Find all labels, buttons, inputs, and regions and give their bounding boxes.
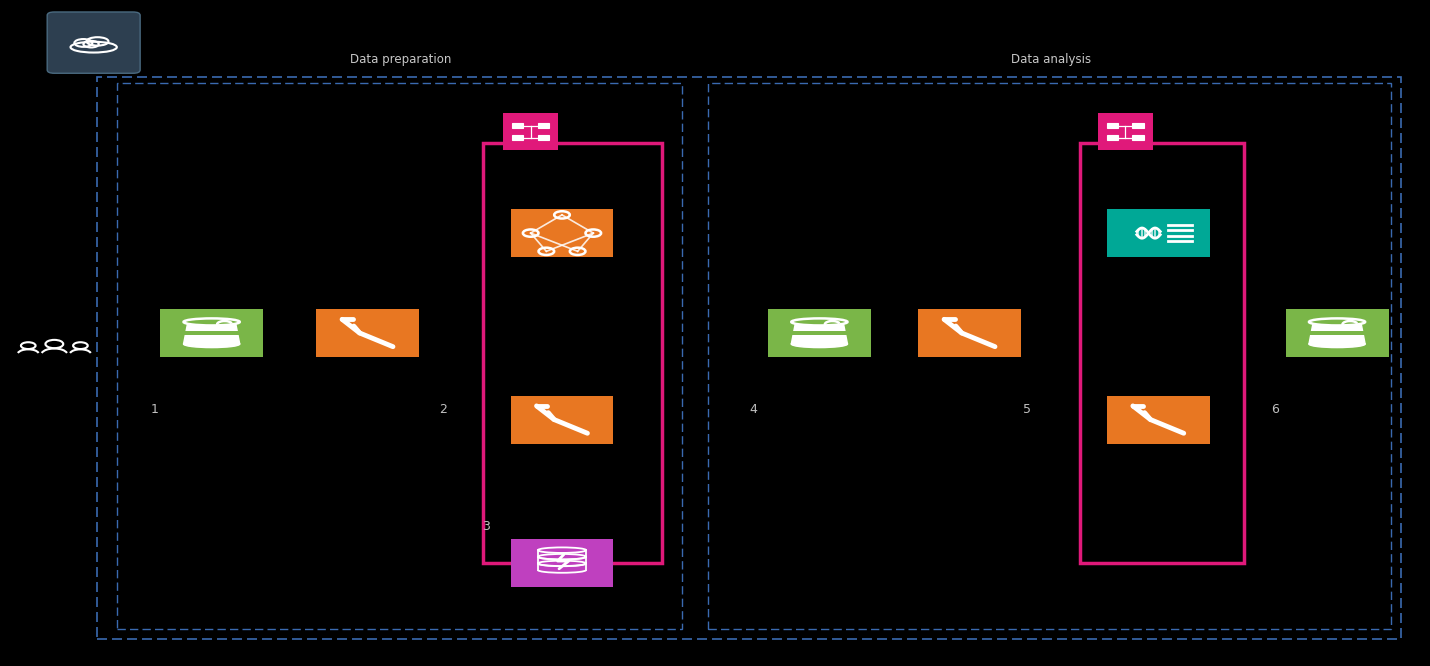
Ellipse shape [183, 318, 240, 326]
Ellipse shape [183, 340, 240, 348]
Bar [1133, 123, 1144, 129]
Bar [512, 135, 523, 141]
Bar [538, 123, 549, 129]
Text: 3: 3 [482, 519, 490, 533]
Polygon shape [183, 322, 240, 344]
Bar [1107, 135, 1118, 141]
Bar [1107, 396, 1210, 444]
Bar [1107, 123, 1118, 129]
Text: Data analysis: Data analysis [1011, 53, 1091, 67]
Bar [117, 83, 682, 629]
Bar [511, 209, 613, 257]
Bar [768, 309, 871, 357]
Bar [512, 123, 523, 129]
Bar [503, 113, 558, 150]
Text: 1: 1 [150, 403, 159, 416]
Ellipse shape [1308, 340, 1366, 348]
FancyBboxPatch shape [47, 12, 140, 73]
Polygon shape [1308, 322, 1366, 344]
Bar [791, 332, 848, 334]
Ellipse shape [1308, 318, 1366, 326]
Bar [483, 143, 662, 563]
Bar [918, 309, 1021, 357]
Bar [1098, 113, 1153, 150]
Text: 4: 4 [749, 403, 758, 416]
Polygon shape [791, 322, 848, 344]
Text: 5: 5 [1022, 403, 1031, 416]
Bar [183, 332, 240, 334]
Ellipse shape [791, 318, 848, 326]
Text: 2: 2 [439, 403, 448, 416]
Bar [1107, 209, 1210, 257]
Bar [1286, 309, 1389, 357]
Bar [1133, 135, 1144, 141]
Bar [160, 309, 263, 357]
Bar [511, 396, 613, 444]
Bar [708, 83, 1391, 629]
Bar [1080, 143, 1244, 563]
Bar [1308, 332, 1366, 334]
Bar [97, 77, 1401, 639]
Text: Data preparation: Data preparation [350, 53, 450, 67]
Bar [316, 309, 419, 357]
Bar [511, 539, 613, 587]
Ellipse shape [791, 340, 848, 348]
Bar [538, 135, 549, 141]
Text: 6: 6 [1271, 403, 1280, 416]
